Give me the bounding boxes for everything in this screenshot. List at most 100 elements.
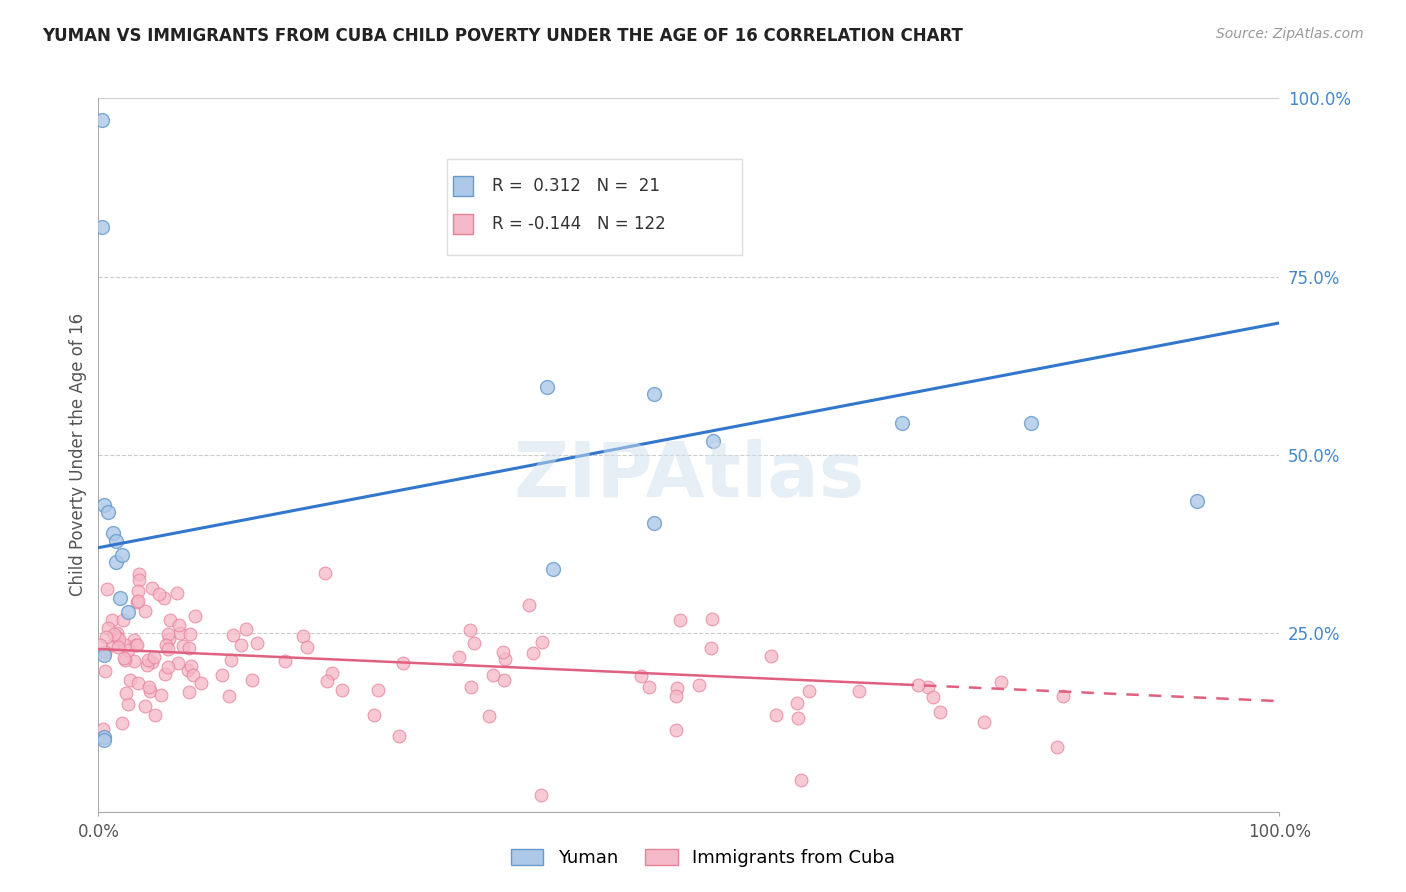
Point	[786, 696, 808, 710]
Point	[332, 682, 354, 697]
Point	[103, 627, 125, 641]
Point	[630, 669, 652, 683]
Point	[91, 219, 114, 234]
Point	[314, 566, 336, 580]
Point	[688, 678, 710, 692]
Point	[105, 630, 128, 644]
Text: YUMAN VS IMMIGRANTS FROM CUBA CHILD POVERTY UNDER THE AGE OF 16 CORRELATION CHAR: YUMAN VS IMMIGRANTS FROM CUBA CHILD POVE…	[42, 27, 963, 45]
Point	[138, 680, 160, 694]
Point	[797, 684, 820, 698]
Point	[155, 667, 177, 681]
Point	[973, 714, 995, 729]
Point	[159, 613, 181, 627]
Point	[179, 627, 201, 641]
Point	[120, 673, 142, 687]
Point	[114, 638, 136, 652]
Point	[190, 675, 212, 690]
Point	[179, 640, 201, 655]
Point	[117, 605, 139, 619]
Point	[94, 630, 117, 644]
Point	[848, 684, 870, 698]
Point	[91, 112, 114, 127]
Point	[141, 581, 163, 595]
Point	[157, 660, 180, 674]
Point	[169, 626, 191, 640]
Point	[93, 498, 115, 512]
Point	[921, 690, 943, 704]
Point	[458, 624, 481, 638]
Point	[541, 562, 564, 576]
Point	[759, 648, 782, 663]
Point	[928, 706, 950, 720]
Point	[134, 604, 156, 618]
Point	[449, 650, 471, 665]
Point	[637, 681, 659, 695]
Point	[530, 789, 553, 803]
Point	[665, 723, 688, 737]
Point	[97, 505, 120, 519]
Point	[155, 639, 177, 653]
Point	[665, 689, 688, 703]
Point	[700, 641, 723, 656]
Point	[115, 686, 138, 700]
Point	[157, 632, 180, 647]
Legend: Yuman, Immigrants from Cuba: Yuman, Immigrants from Cuba	[503, 841, 903, 874]
Point	[1185, 494, 1208, 508]
Point	[315, 673, 337, 688]
Point	[180, 659, 202, 673]
Point	[93, 733, 115, 747]
Point	[765, 707, 787, 722]
Point	[108, 591, 131, 605]
Point	[156, 642, 179, 657]
Point	[112, 650, 135, 665]
Point	[211, 668, 233, 682]
Point	[890, 416, 912, 430]
Point	[101, 526, 124, 541]
Point	[235, 623, 257, 637]
Point	[127, 676, 149, 690]
Point	[297, 640, 319, 655]
Point	[105, 555, 128, 569]
Point	[183, 668, 205, 682]
Point	[184, 608, 207, 623]
Text: Source: ZipAtlas.com: Source: ZipAtlas.com	[1216, 27, 1364, 41]
Point	[141, 655, 163, 669]
Point	[127, 594, 149, 608]
Point	[143, 707, 166, 722]
Point	[240, 673, 263, 687]
Point	[388, 729, 411, 743]
Point	[93, 645, 115, 659]
Point	[96, 621, 118, 635]
Point	[666, 681, 689, 696]
Point	[491, 645, 513, 659]
Point	[522, 646, 544, 660]
Text: R =  0.312   N =  21: R = 0.312 N = 21	[492, 177, 659, 194]
Point	[112, 613, 135, 627]
Point	[179, 685, 201, 699]
Point	[148, 587, 170, 601]
Point	[219, 653, 242, 667]
Point	[786, 711, 808, 725]
Point	[125, 638, 148, 652]
Point	[990, 674, 1012, 689]
Point	[167, 657, 190, 671]
Point	[218, 689, 240, 703]
Point	[702, 434, 724, 448]
Point	[1046, 739, 1069, 754]
Point	[907, 678, 929, 692]
Point	[93, 730, 115, 744]
Point	[229, 638, 252, 652]
Point	[117, 697, 139, 711]
Point	[101, 638, 124, 652]
Point	[668, 613, 690, 627]
Y-axis label: Child Poverty Under the Age of 16: Child Poverty Under the Age of 16	[69, 313, 87, 597]
Point	[127, 584, 149, 599]
Text: ZIPAtlas: ZIPAtlas	[513, 440, 865, 513]
Point	[1052, 689, 1074, 703]
Point	[105, 533, 128, 548]
Point	[124, 655, 146, 669]
Point	[530, 634, 553, 648]
Point	[153, 591, 176, 605]
Point	[96, 582, 118, 596]
Point	[143, 650, 166, 665]
